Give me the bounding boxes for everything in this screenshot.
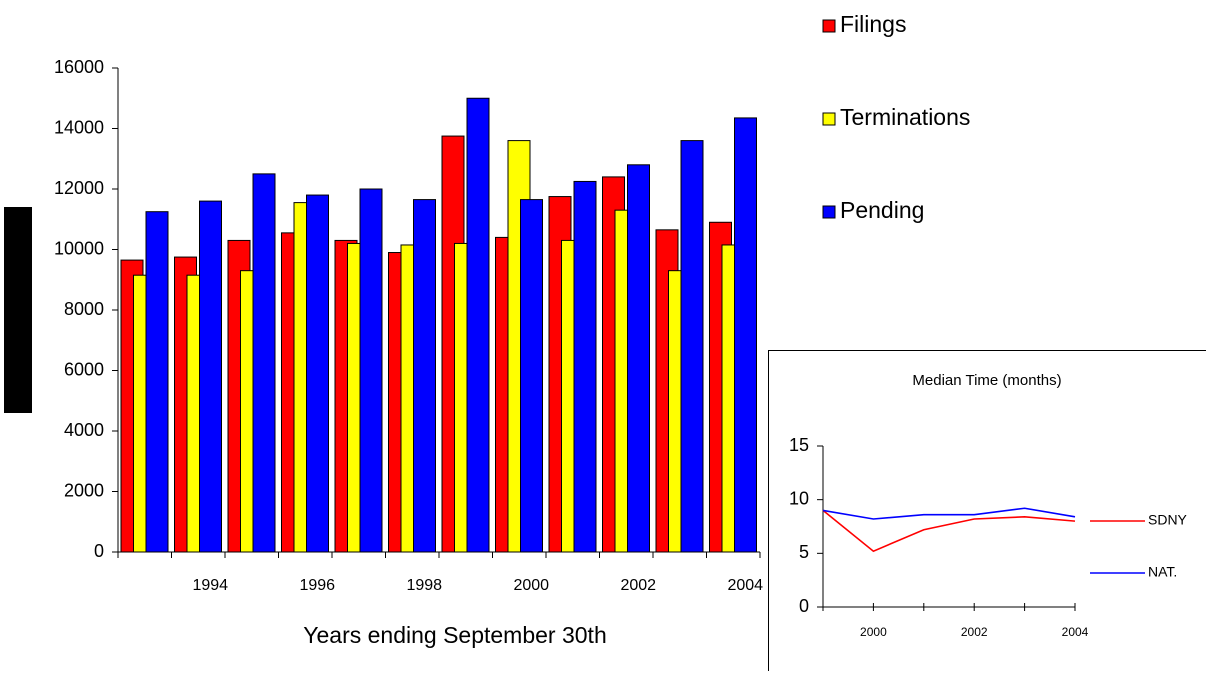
y-tick-label: 5 <box>799 542 809 562</box>
legend-label: Terminations <box>840 104 970 130</box>
x-tick-label: 1994 <box>192 577 228 594</box>
redacted-label <box>4 207 32 413</box>
x-tick-label: 1996 <box>299 577 335 594</box>
legend-swatch <box>823 206 835 218</box>
y-tick-label: 2000 <box>64 480 104 500</box>
y-tick-label: 0 <box>94 541 104 561</box>
legend-label: SDNY <box>1148 512 1188 528</box>
y-tick-label: 0 <box>799 596 809 616</box>
legend-label: Pending <box>840 197 924 223</box>
x-tick-label: 2000 <box>513 577 549 594</box>
y-tick-label: 10 <box>789 488 809 508</box>
y-tick-label: 10000 <box>54 238 104 258</box>
x-axis-title: Years ending September 30th <box>303 622 606 648</box>
legend-swatch <box>823 20 835 32</box>
y-tick-label: 6000 <box>64 359 104 379</box>
x-tick-label: 1998 <box>406 577 442 594</box>
bar <box>360 189 382 552</box>
inset-title: Median Time (months) <box>912 372 1061 389</box>
bar <box>628 165 650 552</box>
bar <box>467 98 489 552</box>
bar <box>307 195 329 552</box>
legend-swatch <box>823 113 835 125</box>
bar <box>253 174 275 552</box>
x-tick-label: 2002 <box>961 625 988 639</box>
bar <box>414 200 436 552</box>
bar <box>146 212 168 552</box>
bar <box>681 141 703 552</box>
x-tick-label: 2004 <box>1062 625 1089 639</box>
x-tick-label: 2002 <box>620 577 656 594</box>
y-tick-label: 16000 <box>54 57 104 77</box>
bar <box>521 200 543 552</box>
y-tick-label: 8000 <box>64 299 104 319</box>
y-tick-label: 4000 <box>64 420 104 440</box>
legend-label: NAT. <box>1148 564 1177 580</box>
bar <box>574 181 596 552</box>
inset-frame <box>769 351 1206 672</box>
y-tick-label: 14000 <box>54 117 104 137</box>
legend-label: Filings <box>840 11 906 37</box>
bar <box>735 118 757 552</box>
bar <box>200 201 222 552</box>
x-tick-label: 2004 <box>727 577 763 594</box>
y-tick-label: 12000 <box>54 178 104 198</box>
y-tick-label: 15 <box>789 435 809 455</box>
x-tick-label: 2000 <box>860 625 887 639</box>
